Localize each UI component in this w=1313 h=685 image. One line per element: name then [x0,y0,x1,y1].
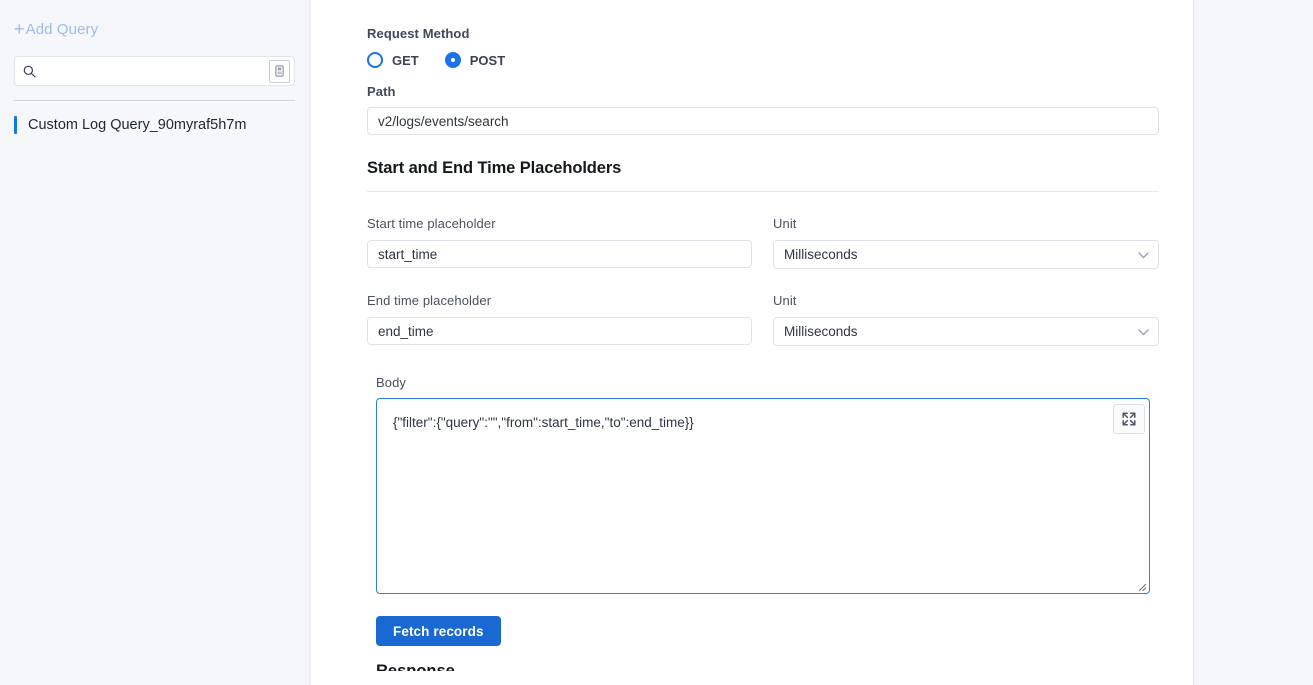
next-section-title-partial: Response [376,663,1159,671]
query-item-label: Custom Log Query_90myraf5h7m [28,117,247,133]
query-sidebar: + Add Query Custom Log Query_90myraf5h7m [0,0,310,685]
add-query-label: Add Query [25,20,99,38]
add-query-button[interactable]: + Add Query [0,0,309,38]
fetch-records-button[interactable]: Fetch records [376,616,501,646]
body-field-wrapper [376,398,1150,594]
start-unit-label: Unit [773,216,797,231]
query-form: Request Method GET POST Path Start and E… [367,0,1159,671]
request-method-radio-group: GET POST [367,52,1159,68]
start-time-placeholder-label: Start time placeholder [367,216,496,231]
radio-option-get[interactable]: GET [367,52,419,68]
query-editor-panel: Request Method GET POST Path Start and E… [311,0,1194,685]
end-unit-label: Unit [773,293,797,308]
search-icon [23,65,36,78]
path-label: Path [367,84,396,99]
selected-indicator [14,116,17,134]
sidebar-divider [14,100,295,101]
plus-icon: + [14,19,25,39]
search-input[interactable] [36,63,269,79]
body-label: Body [376,375,407,390]
expand-icon[interactable] [1113,404,1145,434]
radio-get-label: GET [392,52,419,68]
radio-option-post[interactable]: POST [444,52,506,68]
section-title-placeholders: Start and End Time Placeholders [367,159,622,177]
end-unit-select[interactable]: Milliseconds [773,317,1159,346]
radio-post-icon[interactable] [444,52,461,68]
query-search-box[interactable] [14,56,295,86]
start-time-placeholder-input[interactable] [367,240,752,268]
section-divider [367,191,1159,192]
path-input[interactable] [367,107,1159,135]
end-time-placeholder-input[interactable] [367,317,752,345]
radio-post-label: POST [469,52,506,68]
end-time-placeholder-label: End time placeholder [367,293,492,308]
request-method-label: Request Method [367,26,470,41]
body-textarea[interactable] [376,398,1150,594]
end-unit-value: Milliseconds [784,324,858,339]
list-item[interactable]: Custom Log Query_90myraf5h7m [0,114,309,136]
start-unit-select[interactable]: Milliseconds [773,240,1159,269]
radio-get-icon[interactable] [367,52,383,68]
scan-document-icon[interactable] [269,59,290,83]
start-unit-value: Milliseconds [784,247,858,262]
